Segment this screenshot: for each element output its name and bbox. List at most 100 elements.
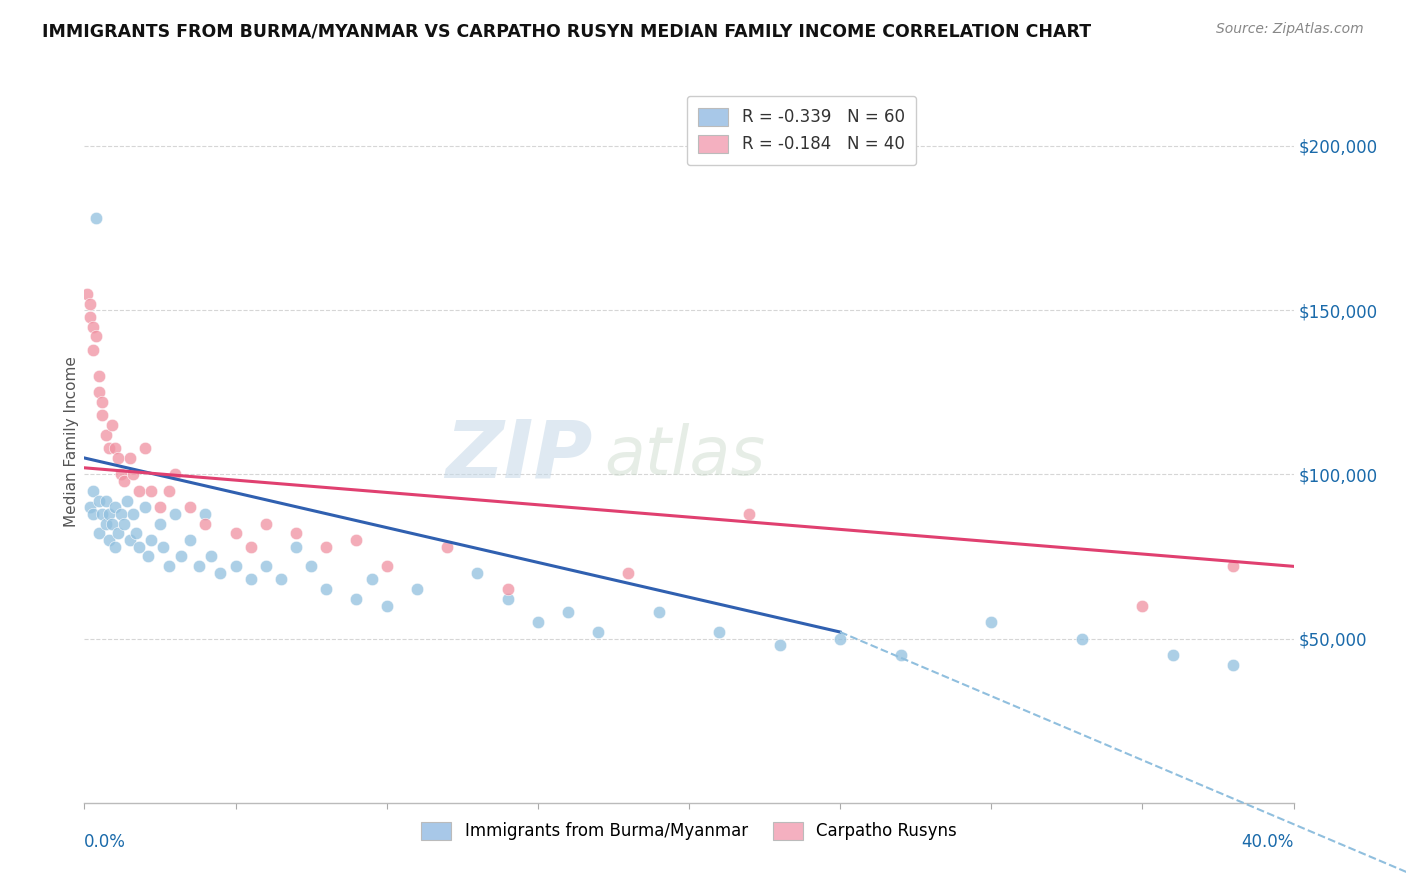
Point xyxy=(94,516,117,531)
Point xyxy=(225,559,247,574)
Point xyxy=(121,507,143,521)
Point xyxy=(179,533,201,547)
Point xyxy=(125,526,148,541)
Point xyxy=(165,507,187,521)
Point xyxy=(86,211,108,226)
Point xyxy=(436,540,458,554)
Point xyxy=(82,343,104,357)
Point xyxy=(188,559,211,574)
Text: atlas: atlas xyxy=(605,423,765,489)
Point xyxy=(104,500,127,515)
Point xyxy=(170,549,193,564)
Point xyxy=(89,493,111,508)
Point xyxy=(239,573,262,587)
Point xyxy=(134,441,156,455)
Point xyxy=(100,516,122,531)
Y-axis label: Median Family Income: Median Family Income xyxy=(63,356,79,527)
Point xyxy=(200,549,222,564)
Text: 40.0%: 40.0% xyxy=(1241,833,1294,851)
Point xyxy=(128,540,150,554)
Point xyxy=(299,559,322,574)
Point xyxy=(118,450,141,465)
Point xyxy=(285,526,308,541)
Point xyxy=(112,474,135,488)
Point xyxy=(79,310,101,324)
Point xyxy=(617,566,640,580)
Point xyxy=(97,507,120,521)
Point xyxy=(709,625,731,640)
Point xyxy=(738,507,761,521)
Point xyxy=(254,559,277,574)
Point xyxy=(1222,559,1244,574)
Point xyxy=(980,615,1002,630)
Point xyxy=(209,566,232,580)
Point xyxy=(89,385,111,400)
Point xyxy=(270,573,292,587)
Point xyxy=(97,533,120,547)
Point xyxy=(97,441,120,455)
Point xyxy=(76,286,98,301)
Point xyxy=(82,319,104,334)
Point xyxy=(769,638,792,652)
Point xyxy=(467,566,489,580)
Point xyxy=(89,368,111,383)
Point xyxy=(152,540,174,554)
Point xyxy=(79,296,101,310)
Point xyxy=(1130,599,1153,613)
Point xyxy=(496,592,519,607)
Point xyxy=(157,559,180,574)
Point xyxy=(315,582,337,597)
Point xyxy=(890,648,912,662)
Point xyxy=(648,605,671,619)
Point xyxy=(115,493,138,508)
Point xyxy=(82,483,104,498)
Point xyxy=(139,483,162,498)
Point xyxy=(239,540,262,554)
Point xyxy=(91,507,114,521)
Text: ZIP: ZIP xyxy=(444,417,592,495)
Point xyxy=(110,507,132,521)
Point xyxy=(149,500,172,515)
Point xyxy=(79,500,101,515)
Point xyxy=(107,450,129,465)
Point xyxy=(136,549,159,564)
Point xyxy=(346,592,368,607)
Point xyxy=(406,582,429,597)
Point xyxy=(1161,648,1184,662)
Point xyxy=(89,526,111,541)
Text: Source: ZipAtlas.com: Source: ZipAtlas.com xyxy=(1216,22,1364,37)
Point xyxy=(139,533,162,547)
Point xyxy=(104,540,127,554)
Text: IMMIGRANTS FROM BURMA/MYANMAR VS CARPATHO RUSYN MEDIAN FAMILY INCOME CORRELATION: IMMIGRANTS FROM BURMA/MYANMAR VS CARPATH… xyxy=(42,22,1091,40)
Point xyxy=(194,507,217,521)
Point xyxy=(360,573,382,587)
Point xyxy=(107,526,129,541)
Point xyxy=(375,599,398,613)
Point xyxy=(128,483,150,498)
Point xyxy=(285,540,308,554)
Point xyxy=(100,418,122,433)
Point xyxy=(91,395,114,409)
Point xyxy=(179,500,201,515)
Point xyxy=(94,493,117,508)
Point xyxy=(134,500,156,515)
Point xyxy=(149,516,172,531)
Point xyxy=(104,441,127,455)
Point xyxy=(588,625,610,640)
Point xyxy=(557,605,579,619)
Point xyxy=(91,409,114,423)
Point xyxy=(496,582,519,597)
Point xyxy=(121,467,143,482)
Point xyxy=(118,533,141,547)
Text: 0.0%: 0.0% xyxy=(84,833,127,851)
Point xyxy=(1222,657,1244,672)
Point xyxy=(112,516,135,531)
Point xyxy=(82,507,104,521)
Point xyxy=(830,632,852,646)
Point xyxy=(110,467,132,482)
Legend: Immigrants from Burma/Myanmar, Carpatho Rusyns: Immigrants from Burma/Myanmar, Carpatho … xyxy=(413,814,965,848)
Point xyxy=(315,540,337,554)
Point xyxy=(346,533,368,547)
Point xyxy=(527,615,550,630)
Point xyxy=(94,428,117,442)
